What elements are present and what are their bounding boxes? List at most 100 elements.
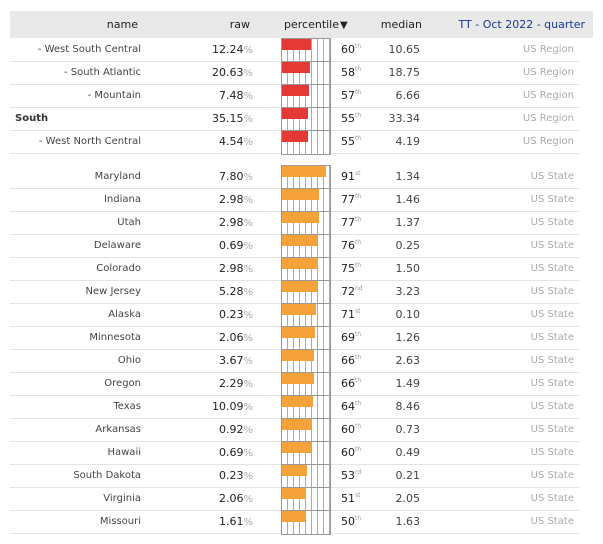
- table-row[interactable]: - West South Central 12.24% 60th 10.65 US Re…: [10, 38, 580, 63]
- table-row[interactable]: Texas 10.09% 64th 8.46 US State: [10, 395, 580, 420]
- row-name[interactable]: Alaska: [108, 309, 141, 320]
- percentile-value: 53rd: [341, 464, 371, 487]
- percentile-value: 66th: [341, 372, 371, 395]
- percentile-bar-fill: [282, 442, 311, 453]
- table-row[interactable]: Maryland 7.80% 91st 1.34 US State: [10, 165, 580, 190]
- table-row[interactable]: South Dakota 0.23% 53rd 0.21 US State: [10, 464, 580, 489]
- table-row[interactable]: - West North Central 4.54% 55th 4.19 US Regi…: [10, 130, 580, 155]
- row-name[interactable]: - West South Central: [37, 44, 141, 55]
- table-row[interactable]: - Mountain 7.48% 57th 6.66 US Region: [10, 84, 580, 109]
- table-row[interactable]: Arkansas 0.92% 60th 0.73 US State: [10, 418, 580, 443]
- row-name[interactable]: South Dakota: [73, 470, 141, 481]
- percent-sign: %: [243, 264, 253, 275]
- geography-type: US Region: [522, 67, 574, 78]
- median-value: 10.65: [388, 43, 421, 56]
- percentile-bar: [281, 280, 331, 305]
- row-name[interactable]: Utah: [117, 217, 141, 228]
- row-raw-value: 0.92%: [180, 418, 253, 441]
- raw-number: 12.24: [211, 43, 244, 56]
- row-name[interactable]: Oregon: [104, 378, 141, 389]
- row-name[interactable]: Arkansas: [95, 424, 141, 435]
- row-name[interactable]: Delaware: [93, 240, 141, 251]
- geography-type: US State: [530, 378, 574, 389]
- median-value: 0.25: [395, 239, 421, 252]
- median-value: 33.34: [388, 112, 421, 125]
- row-raw-value: 10.09%: [180, 395, 253, 418]
- row-raw-value: 4.54%: [180, 130, 253, 153]
- percentile-value: 69th: [341, 326, 371, 349]
- table-row[interactable]: Delaware 0.69% 76th 0.25 US State: [10, 234, 580, 259]
- percent-sign: %: [243, 218, 253, 229]
- column-header-name[interactable]: name: [106, 18, 138, 31]
- median-value: 4.19: [395, 135, 421, 148]
- row-name[interactable]: Virginia: [103, 493, 141, 504]
- table-row[interactable]: New Jersey 5.28% 72nd 3.23 US State: [10, 280, 580, 305]
- median-value: 0.21: [395, 469, 421, 482]
- column-header-raw[interactable]: raw: [229, 18, 250, 31]
- row-name[interactable]: Minnesota: [89, 332, 141, 343]
- percentile-number: 75: [341, 262, 355, 275]
- geography-type: US State: [530, 401, 574, 412]
- table-row[interactable]: Ohio 3.67% 66th 2.63 US State: [10, 349, 580, 374]
- row-name[interactable]: Ohio: [117, 355, 141, 366]
- table-row[interactable]: Alaska 0.23% 71st 0.10 US State: [10, 303, 580, 328]
- percentile-bar-fill: [282, 258, 318, 269]
- row-name[interactable]: - Mountain: [87, 90, 141, 101]
- table-row[interactable]: - South Atlantic 20.63% 58th 18.75 US Region: [10, 61, 580, 86]
- row-raw-value: 20.63%: [180, 61, 253, 84]
- row-raw-value: 0.69%: [180, 234, 253, 257]
- median-value: 1.49: [395, 377, 421, 390]
- table-row[interactable]: Minnesota 2.06% 69th 1.26 US State: [10, 326, 580, 351]
- raw-number: 0.69: [218, 239, 244, 252]
- row-name[interactable]: Maryland: [94, 171, 141, 182]
- percentile-number: 60: [341, 423, 355, 436]
- percent-sign: %: [243, 517, 253, 528]
- percentile-number: 71: [341, 308, 355, 321]
- percent-sign: %: [243, 333, 253, 344]
- median-value: 18.75: [388, 66, 421, 79]
- percentile-value: 91st: [341, 165, 371, 188]
- table-row[interactable]: Hawaii 0.69% 60th 0.49 US State: [10, 441, 580, 466]
- row-name[interactable]: - West North Central: [38, 136, 141, 147]
- percentile-number: 91: [341, 170, 355, 183]
- table-row[interactable]: South 35.15% 55th 33.34 US Region: [10, 107, 580, 132]
- geography-type: US Region: [522, 90, 574, 101]
- geography-type: US Region: [522, 136, 574, 147]
- row-name[interactable]: South: [15, 113, 49, 124]
- table-row[interactable]: Missouri 1.61% 50th 1.63 US State: [10, 510, 580, 535]
- raw-number: 10.09: [211, 400, 244, 413]
- percentile-bar: [281, 257, 331, 282]
- table-row[interactable]: Colorado 2.98% 75th 1.50 US State: [10, 257, 580, 282]
- percent-sign: %: [243, 91, 253, 102]
- row-name[interactable]: Missouri: [99, 516, 141, 527]
- ordinal-suffix: st: [355, 170, 361, 177]
- percentile-bar: [281, 372, 331, 397]
- table-row[interactable]: Oregon 2.29% 66th 1.49 US State: [10, 372, 580, 397]
- percentile-header-label: percentile: [284, 18, 340, 31]
- table-row[interactable]: Virginia 2.06% 51st 2.05 US State: [10, 487, 580, 512]
- percentile-value: 66th: [341, 349, 371, 372]
- row-name[interactable]: Texas: [113, 401, 141, 412]
- percentile-number: 66: [341, 354, 355, 367]
- column-header-percentile[interactable]: percentile▼: [284, 11, 384, 38]
- period-selector-link[interactable]: TT - Oct 2022 - quarter: [458, 18, 586, 31]
- percent-sign: %: [243, 45, 253, 56]
- column-header-median[interactable]: median: [380, 18, 422, 31]
- geography-type: US State: [530, 516, 574, 527]
- percentile-bar: [281, 395, 331, 420]
- row-name[interactable]: - South Atlantic: [63, 67, 141, 78]
- table-row[interactable]: Utah 2.98% 77th 1.37 US State: [10, 211, 580, 236]
- row-raw-value: 7.80%: [180, 165, 253, 188]
- percentile-bar: [281, 107, 331, 132]
- geography-type: US State: [530, 447, 574, 458]
- row-name[interactable]: Colorado: [96, 263, 141, 274]
- percentile-bar: [281, 487, 331, 512]
- row-name[interactable]: New Jersey: [85, 286, 141, 297]
- ordinal-suffix: th: [355, 515, 362, 522]
- percentile-bar: [281, 510, 331, 535]
- percentile-bar-fill: [282, 350, 314, 361]
- row-name[interactable]: Hawaii: [107, 447, 141, 458]
- median-value: 1.34: [395, 170, 421, 183]
- row-name[interactable]: Indiana: [103, 194, 141, 205]
- table-row[interactable]: Indiana 2.98% 77th 1.46 US State: [10, 188, 580, 213]
